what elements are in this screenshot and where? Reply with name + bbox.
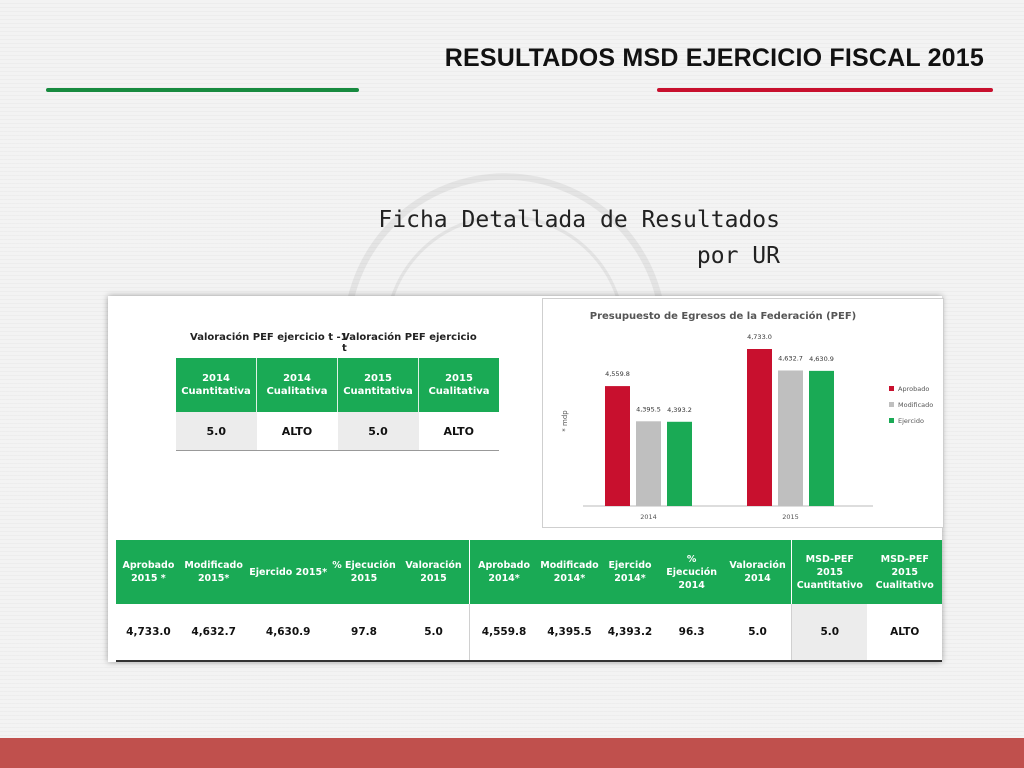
pef-bar-chart: Presupuesto de Egresos de la Federación … xyxy=(542,298,944,528)
summary-header-line: Modificado xyxy=(540,560,599,571)
legend-swatch xyxy=(889,402,894,407)
summary-header-line: % Ejecución xyxy=(332,560,396,571)
summary-header-line: 2015 xyxy=(816,566,844,578)
summary-header-line: Cuantitativo xyxy=(796,579,863,591)
valuation-cell: ALTO xyxy=(418,412,499,451)
summary-header-line: 2014* xyxy=(614,573,646,584)
summary-col-header: % Ejecución 2014 xyxy=(659,540,724,604)
results-panel: Valoración PEF ejercicio t -1 Valoración… xyxy=(108,296,944,662)
x-tick-label: 2014 xyxy=(640,513,657,521)
summary-cell: 96.3 xyxy=(659,604,724,662)
legend-label: Ejercido xyxy=(898,417,924,425)
data-label: 4,632.7 xyxy=(778,354,803,362)
legend-label: Aprobado xyxy=(898,385,929,393)
valuation-table: 2014 Cuantitativa 2014 Cualitativa 2015 Cua… xyxy=(176,358,499,451)
group-header-curr-year: Valoración PEF ejercicio t xyxy=(342,332,477,354)
summary-header-line: 2015 * xyxy=(131,573,166,584)
summary-header-line: 2015 xyxy=(420,573,447,584)
legend-label: Modificado xyxy=(898,401,933,409)
group-header-prev-year: Valoración PEF ejercicio t -1 xyxy=(190,332,348,343)
valuation-cell: ALTO xyxy=(256,412,338,451)
summary-header-line: 2015 xyxy=(350,573,378,584)
data-label: 4,559.8 xyxy=(605,370,630,378)
valuation-col-header: 2015 Cuantitativa xyxy=(337,358,419,412)
legend-swatch xyxy=(889,386,894,391)
summary-header-row: Aprobado 2015 * Modificado 2015* Ejercido 20… xyxy=(116,540,942,604)
summary-col-header: Valoración 2015 xyxy=(398,540,470,604)
bar-modificado xyxy=(636,421,661,506)
summary-col-header: Ejercido 2015* xyxy=(246,540,330,604)
summary-cell: 4,733.0 xyxy=(116,604,181,662)
summary-header-line: Aprobado xyxy=(478,560,530,571)
summary-header-line: 2014 xyxy=(744,573,771,584)
bar-aprobado xyxy=(747,349,772,506)
footer-bar xyxy=(0,738,1024,768)
summary-col-header: MSD-PEF 2015 Cuantitativo xyxy=(791,540,868,604)
data-label: 4,393.2 xyxy=(667,406,692,414)
summary-cell: 5.0 xyxy=(791,604,868,662)
chart-title: Presupuesto de Egresos de la Federación … xyxy=(590,310,857,322)
valuation-group-headers: Valoración PEF ejercicio t -1 Valoración… xyxy=(178,332,478,354)
red-rule xyxy=(657,88,993,92)
y-axis-label: * mdp xyxy=(561,410,569,432)
summary-cell: 5.0 xyxy=(398,604,470,662)
summary-header-line: Aprobado xyxy=(122,560,175,571)
bar-aprobado xyxy=(605,386,630,506)
summary-col-header: Modificado 2014* xyxy=(538,540,601,604)
summary-cell: 4,395.5 xyxy=(538,604,601,662)
subtitle-line-1: Ficha Detallada de Resultados xyxy=(378,207,780,233)
summary-col-header: Aprobado 2015 * xyxy=(116,540,181,604)
summary-header-line: Ejercido xyxy=(608,560,652,571)
summary-header-line: 2014 xyxy=(678,579,705,591)
summary-col-header: Valoración 2014 xyxy=(724,540,792,604)
valuation-value-row: 5.0 ALTO 5.0 ALTO xyxy=(176,412,499,451)
bar-ejercido xyxy=(809,370,834,506)
bar-modificado xyxy=(778,370,803,506)
chart-canvas: Presupuesto de Egresos de la Federación … xyxy=(561,310,933,521)
summary-col-header: % Ejecución 2015 xyxy=(329,540,399,604)
valuation-cell: 5.0 xyxy=(176,412,257,451)
valuation-col-header: 2014 Cualitativa xyxy=(256,358,338,412)
summary-cell: ALTO xyxy=(867,604,942,662)
valuation-col-header: 2014 Cuantitativa xyxy=(176,358,257,412)
summary-cell: 4,630.9 xyxy=(246,604,330,662)
summary-header-line: Ejercido 2015* xyxy=(249,566,328,578)
summary-cell: 4,632.7 xyxy=(180,604,247,662)
summary-header-line: 2015 xyxy=(891,566,918,578)
section-subtitle: Ficha Detallada de Resultados por UR xyxy=(240,202,780,274)
summary-header-line: 2015* xyxy=(197,573,230,584)
data-label: 4,733.0 xyxy=(747,333,772,341)
valuation-col-header: 2015 Cualitativa xyxy=(418,358,499,412)
data-label: 4,395.5 xyxy=(636,405,661,413)
bar-ejercido xyxy=(667,421,692,506)
legend-swatch xyxy=(889,418,894,423)
summary-header-line: Cualitativo xyxy=(875,579,934,591)
valuation-cell: 5.0 xyxy=(337,412,419,451)
page-title: RESULTADOS MSD EJERCICIO FISCAL 2015 xyxy=(444,44,984,72)
summary-value-row: 4,733.0 4,632.7 4,630.9 97.8 5.0 4,559.8 4,395… xyxy=(116,604,942,662)
summary-header-line: MSD-PEF xyxy=(880,553,929,565)
summary-cell: 5.0 xyxy=(724,604,792,662)
summary-header-line: 2014* xyxy=(553,573,586,584)
x-tick-label: 2015 xyxy=(782,513,799,521)
data-label: 4,630.9 xyxy=(809,355,834,363)
summary-header-line: % Ejecución xyxy=(666,553,718,578)
summary-table: Aprobado 2015 * Modificado 2015* Ejercido 20… xyxy=(116,540,942,662)
summary-cell: 4,393.2 xyxy=(600,604,660,662)
summary-header-line: Valoración xyxy=(729,560,786,571)
summary-header-line: Modificado xyxy=(184,560,243,571)
green-rule xyxy=(46,88,359,92)
summary-col-header: Aprobado 2014* xyxy=(468,540,539,604)
summary-col-header: Ejercido 2014* xyxy=(600,540,660,604)
subtitle-line-2: por UR xyxy=(696,243,780,269)
summary-header-line: MSD-PEF xyxy=(805,553,854,565)
summary-col-header: Modificado 2015* xyxy=(180,540,247,604)
valuation-header-row: 2014 Cuantitativa 2014 Cualitativa 2015 Cua… xyxy=(176,358,499,412)
summary-header-line: 2014* xyxy=(488,573,520,584)
summary-cell: 97.8 xyxy=(329,604,399,662)
summary-col-header: MSD-PEF 2015 Cualitativo xyxy=(867,540,942,604)
summary-header-line: Valoración xyxy=(405,560,462,571)
summary-cell: 4,559.8 xyxy=(468,604,539,662)
